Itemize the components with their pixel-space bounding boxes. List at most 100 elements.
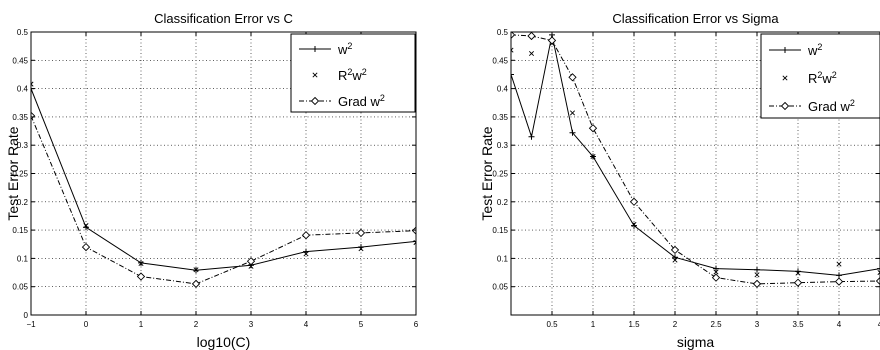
series-0-point <box>511 71 514 78</box>
series-2-point <box>191 279 201 289</box>
series-2 <box>511 32 880 289</box>
series-2-point <box>246 257 256 266</box>
series-1-point <box>138 260 144 267</box>
series-0 <box>511 32 880 279</box>
y-tick-label: 0.4 <box>497 85 509 94</box>
legend-box <box>290 33 416 113</box>
series-1-point <box>528 50 535 57</box>
series-1-point <box>836 261 842 267</box>
legend-swatch-marker-2 <box>310 96 320 106</box>
series-2-point <box>629 197 639 206</box>
legend-label-sup: 2 <box>347 67 352 77</box>
series-2-point <box>527 32 536 41</box>
series-2-point <box>136 272 146 281</box>
legend-label-sup: 2 <box>362 67 367 77</box>
x-axis-label: sigma <box>677 334 715 350</box>
y-tick-label: 0.45 <box>12 56 28 65</box>
series-2-point <box>834 277 844 286</box>
legend-label-sup: 2 <box>817 42 822 52</box>
series-0-line <box>511 34 880 276</box>
y-tick-label: 0.5 <box>17 28 29 37</box>
series-1-point <box>877 270 880 276</box>
legend-swatch-marker-2 <box>780 101 790 111</box>
series-0-point <box>631 222 637 229</box>
legend-label-base: Grad w <box>808 99 851 114</box>
y-tick-label: 0.1 <box>17 254 29 263</box>
y-tick-label: 0.2 <box>17 198 29 207</box>
legend-label-base: R <box>338 68 347 83</box>
series-2-point <box>793 278 803 287</box>
series-2-point <box>588 124 598 133</box>
y-tick-label: 0.25 <box>492 170 508 179</box>
chart-title: Classification Error vs Sigma <box>612 11 779 26</box>
x-tick-label: 0.5 <box>546 320 558 329</box>
series-0-point <box>413 238 416 245</box>
series-1-point <box>358 246 364 252</box>
x-tick-label: 4 <box>837 320 842 329</box>
series-1-point <box>83 223 89 229</box>
x-tick-label: 2.5 <box>710 320 722 329</box>
y-tick-label: 0.4 <box>17 85 29 94</box>
series-1 <box>31 81 416 273</box>
x-tick-label: 1.5 <box>628 320 640 329</box>
series-1-point <box>303 251 309 257</box>
series-0-point <box>569 129 576 136</box>
series-1-point <box>631 221 637 227</box>
legend-swatch-marker-0 <box>782 47 788 53</box>
x-tick-label: 6 <box>414 320 419 329</box>
series-2-point <box>568 73 577 82</box>
series-1-point <box>31 81 34 87</box>
ticks: −1 0 1 2 3 4 5 600.050.10.150.20.250.30.350.40.… <box>12 28 418 329</box>
x-tick-label: 3 <box>755 320 760 329</box>
legend-swatch-marker-0 <box>312 46 318 52</box>
legend-swatch-marker-1 <box>782 75 788 81</box>
legend-label-1: R2w2 <box>338 67 367 83</box>
series-2-point <box>301 231 311 240</box>
series-1-point <box>672 257 678 263</box>
x-tick-label: 0 <box>84 320 89 329</box>
legend-label-0: w2 <box>807 42 822 58</box>
series-1-point <box>713 269 719 275</box>
series-1-point <box>193 267 199 273</box>
plot-area <box>31 81 416 289</box>
legend-label-2: Grad w2 <box>808 98 855 114</box>
x-tick-label: −1 <box>26 320 36 329</box>
x-tick-label: 2 <box>673 320 678 329</box>
legend-label-sup: 2 <box>380 93 385 103</box>
series-2-line <box>511 34 880 285</box>
legend-label-base: w <box>337 42 348 57</box>
y-tick-label: 0.3 <box>17 141 29 150</box>
legend-label-base: w <box>807 43 818 58</box>
y-tick-label: 0.45 <box>492 56 508 65</box>
gridlines <box>31 32 416 315</box>
series-1-point <box>511 47 514 53</box>
plot-area <box>511 32 880 289</box>
x-tick-label: 2 <box>194 320 199 329</box>
x-tick-label: 3 <box>249 320 254 329</box>
y-tick-label: 0.1 <box>497 254 509 263</box>
series-1-point <box>413 240 416 246</box>
series-0-point <box>877 265 880 272</box>
x-tick-label: 4 <box>304 320 309 329</box>
series-0-point <box>754 266 760 273</box>
y-tick-label: 0.05 <box>12 283 28 292</box>
series-1-point <box>590 154 596 160</box>
legend-label-2: Grad w2 <box>338 93 385 109</box>
legend-label-sup: 2 <box>832 70 837 80</box>
series-0-point <box>713 265 719 272</box>
x-tick-label: 3.5 <box>792 320 804 329</box>
y-tick-label: 0.15 <box>492 226 508 235</box>
legend-label-sup: 2 <box>347 41 352 51</box>
legend-label-0: w2 <box>337 41 352 57</box>
y-tick-label: 0.35 <box>492 113 508 122</box>
legend-swatch-marker-1 <box>312 72 318 78</box>
series-2-line <box>31 115 416 285</box>
legend-label-base: w <box>351 68 362 83</box>
legend-label-base: R <box>808 71 817 86</box>
series-1-point <box>248 263 254 269</box>
series-1-point <box>754 272 760 278</box>
y-tick-label: 0.2 <box>497 198 509 207</box>
series-2-point <box>411 226 416 235</box>
